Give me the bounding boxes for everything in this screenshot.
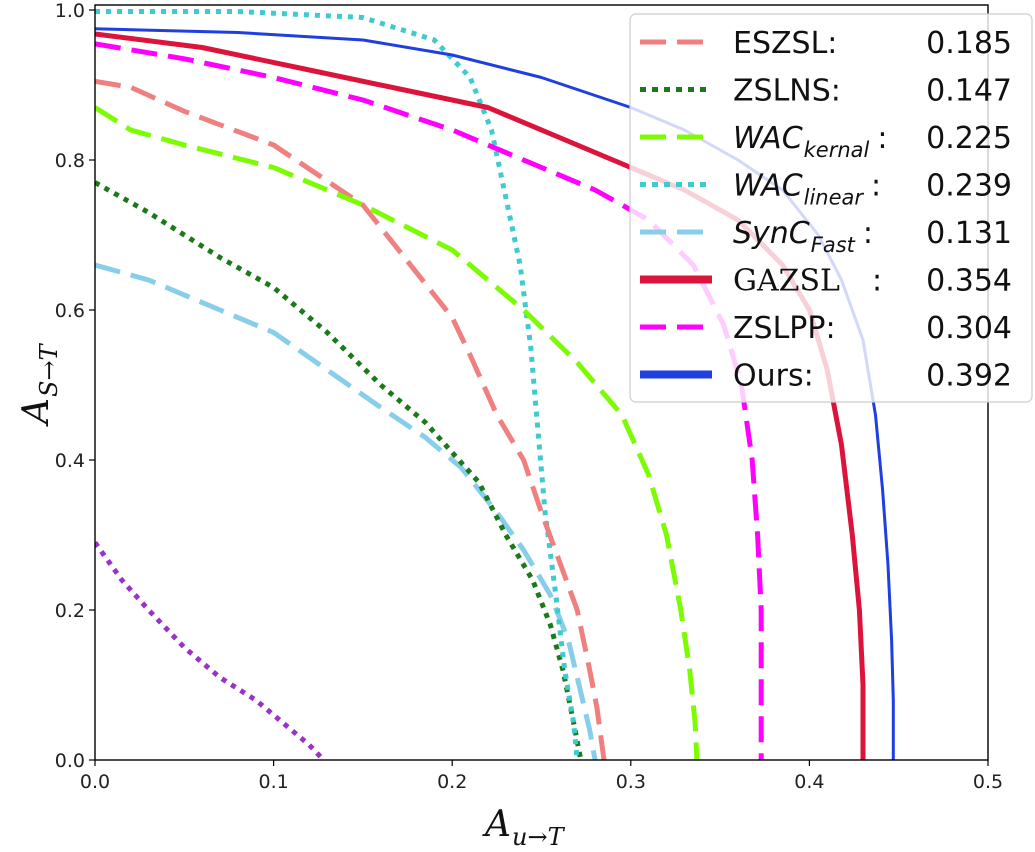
series-line-sync-fast (95, 262, 598, 760)
legend-label-colon: : (871, 169, 881, 204)
legend-score: 0.225 (926, 121, 1012, 156)
legend-score: 0.185 (926, 26, 1012, 61)
series-line-wac-kernal (95, 105, 700, 760)
series-line-zslns (95, 180, 584, 760)
legend-score: 0.354 (926, 264, 1012, 299)
y-tick-label: 1.0 (55, 0, 85, 22)
legend-label: WAC (733, 169, 803, 204)
legend-score: 0.131 (926, 216, 1012, 251)
y-tick-label: 0.0 (55, 750, 85, 772)
y-tick-label: 0.8 (55, 150, 85, 172)
legend-score: 0.392 (926, 359, 1012, 394)
legend-score: 0.147 (926, 74, 1012, 109)
legend-label-subscript: linear (804, 186, 865, 210)
legend-item-zslpp: ZSLPP: 0.304 (640, 311, 1012, 346)
x-tick-label: 0.1 (258, 771, 288, 793)
series-line-eszsl (95, 78, 607, 760)
y-axis-title-sub: S→T (35, 342, 63, 397)
series-line-wac-linear (95, 9, 580, 760)
legend-label: ZSLNS: (733, 74, 841, 109)
legend-item-zslns: ZSLNS: 0.147 (640, 74, 1012, 109)
legend-label: ESZSL: (733, 26, 837, 61)
legend-label-subscript: Fast (811, 233, 856, 257)
y-tick-label: 0.4 (55, 450, 85, 472)
x-axis-title: A u→T (482, 804, 566, 851)
x-tick-label: 0.2 (437, 771, 467, 793)
legend-item-eszsl: ESZSL: 0.185 (640, 26, 1012, 61)
y-tick-label: 0.6 (55, 300, 85, 322)
legend-box (629, 13, 1033, 403)
x-axis-title-sub: u→T (512, 823, 566, 851)
y-tick-label: 0.2 (55, 600, 85, 622)
legend-label: Ours: (733, 359, 814, 394)
x-axis-title-main: A (482, 804, 511, 845)
y-axis-title-main: A (16, 398, 57, 427)
x-tick-label: 0.0 (80, 771, 110, 793)
legend-item-sync-fast: SynC Fast: 0.131 (640, 216, 1012, 257)
legend-item-ours: Ours: 0.392 (640, 359, 1012, 394)
legend-label: ZSLPP: (733, 311, 836, 346)
legend-label-colon: : (863, 216, 873, 251)
x-tick-label: 0.3 (616, 771, 646, 793)
legend-label: WAC (733, 121, 803, 156)
legend-label-colon: : (877, 121, 887, 156)
legend-item-gazsl: GAZSL: 0.354 (640, 264, 1012, 299)
legend-label: SynC (733, 216, 810, 251)
x-tick-label: 0.4 (794, 771, 824, 793)
legend-label-colon: : (872, 264, 882, 299)
legend-label-subscript: kernal (804, 138, 870, 162)
ticks-layer: 0.0 0.1 0.2 0.3 0.4 0.5 0.0 0.2 0.4 0.6 0.8 1.0 (55, 0, 1003, 793)
legend-item-wac-kernal: WAC kernal: 0.225 (640, 121, 1012, 162)
legend-item-wac-linear: WAC linear: 0.239 (640, 169, 1012, 210)
y-axis-title: A S→T (16, 342, 63, 427)
series-line-extra-purple (95, 541, 326, 760)
legend-score: 0.304 (926, 311, 1012, 346)
legend-label: GAZSL (733, 264, 840, 299)
legend-score: 0.239 (926, 169, 1012, 204)
x-tick-label: 0.5 (973, 771, 1003, 793)
